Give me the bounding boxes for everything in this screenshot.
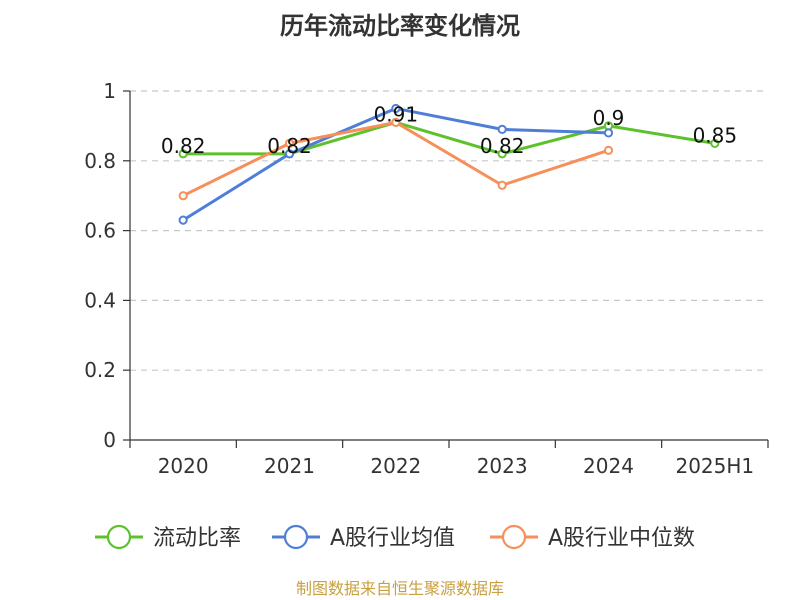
legend-item-2[interactable]: A股行业中位数 (490, 524, 695, 551)
x-axis-ticks: 2020 2021 2022 2023 2024 2025H1 (129, 440, 769, 478)
source-note: 制图数据来自恒生聚源数据库 (296, 579, 504, 598)
legend-marker-1 (283, 524, 309, 550)
y-tick-label-2: 0.4 (84, 288, 116, 312)
legend[interactable]: 流动比率 A股行业均值 A股行业中位数 (95, 524, 695, 551)
x-tick-label-2: 2022 (370, 454, 421, 478)
data-label-0: 0.82 (161, 134, 206, 158)
y-axis-ticks: 0 0.2 0.4 0.6 0.8 1 (84, 79, 130, 452)
series-2-point-4 (603, 145, 614, 155)
y-tick-label-5: 1 (103, 79, 116, 103)
y-tick-label-3: 0.6 (84, 219, 116, 243)
x-tick-label-4: 2024 (583, 454, 634, 478)
data-label-2: 0.91 (374, 102, 419, 126)
legend-label-0: 流动比率 (153, 526, 241, 551)
series-2-point-0 (178, 191, 188, 201)
y-tick-label-4: 0.8 (84, 149, 116, 173)
series-1-point-4 (603, 128, 614, 138)
series-1-point-3 (497, 124, 507, 134)
series-group (178, 103, 720, 225)
data-label-1: 0.82 (267, 134, 312, 158)
data-labels: 0.82 0.82 0.91 0.82 0.9 0.85 (161, 102, 737, 157)
y-tick-label-0: 0 (103, 428, 116, 452)
series-2-point-1 (284, 138, 295, 148)
legend-label-1: A股行业均值 (330, 526, 455, 551)
grid-lines (130, 90, 768, 371)
legend-marker-0 (106, 524, 132, 550)
series-line-0 (181, 120, 717, 156)
legend-label-2: A股行业中位数 (548, 526, 695, 551)
series-2-point-2 (391, 117, 401, 128)
data-label-5: 0.85 (693, 123, 738, 147)
series-0-point-3 (497, 149, 507, 159)
y-tick-label-1: 0.2 (84, 358, 116, 382)
axes (129, 91, 768, 441)
x-tick-label-3: 2023 (477, 454, 528, 478)
data-label-3: 0.82 (480, 134, 525, 158)
series-1-point-0 (178, 215, 188, 225)
series-0-point-0 (178, 149, 188, 159)
legend-item-0[interactable]: 流动比率 (95, 524, 241, 551)
series-1-point-2 (391, 103, 401, 114)
x-tick-label-5: 2025H1 (675, 454, 754, 478)
x-tick-label-0: 2020 (158, 454, 209, 478)
series-line-2 (181, 120, 610, 198)
legend-item-1[interactable]: A股行业均值 (272, 524, 455, 551)
data-label-4: 0.9 (593, 106, 625, 130)
series-2-point-3 (497, 180, 507, 190)
series-0-point-5 (710, 138, 720, 148)
chart-title: 历年流动比率变化情况 (280, 12, 520, 40)
x-tick-label-1: 2021 (264, 454, 315, 478)
series-1-point-1 (284, 149, 295, 159)
legend-marker-2 (501, 524, 527, 550)
